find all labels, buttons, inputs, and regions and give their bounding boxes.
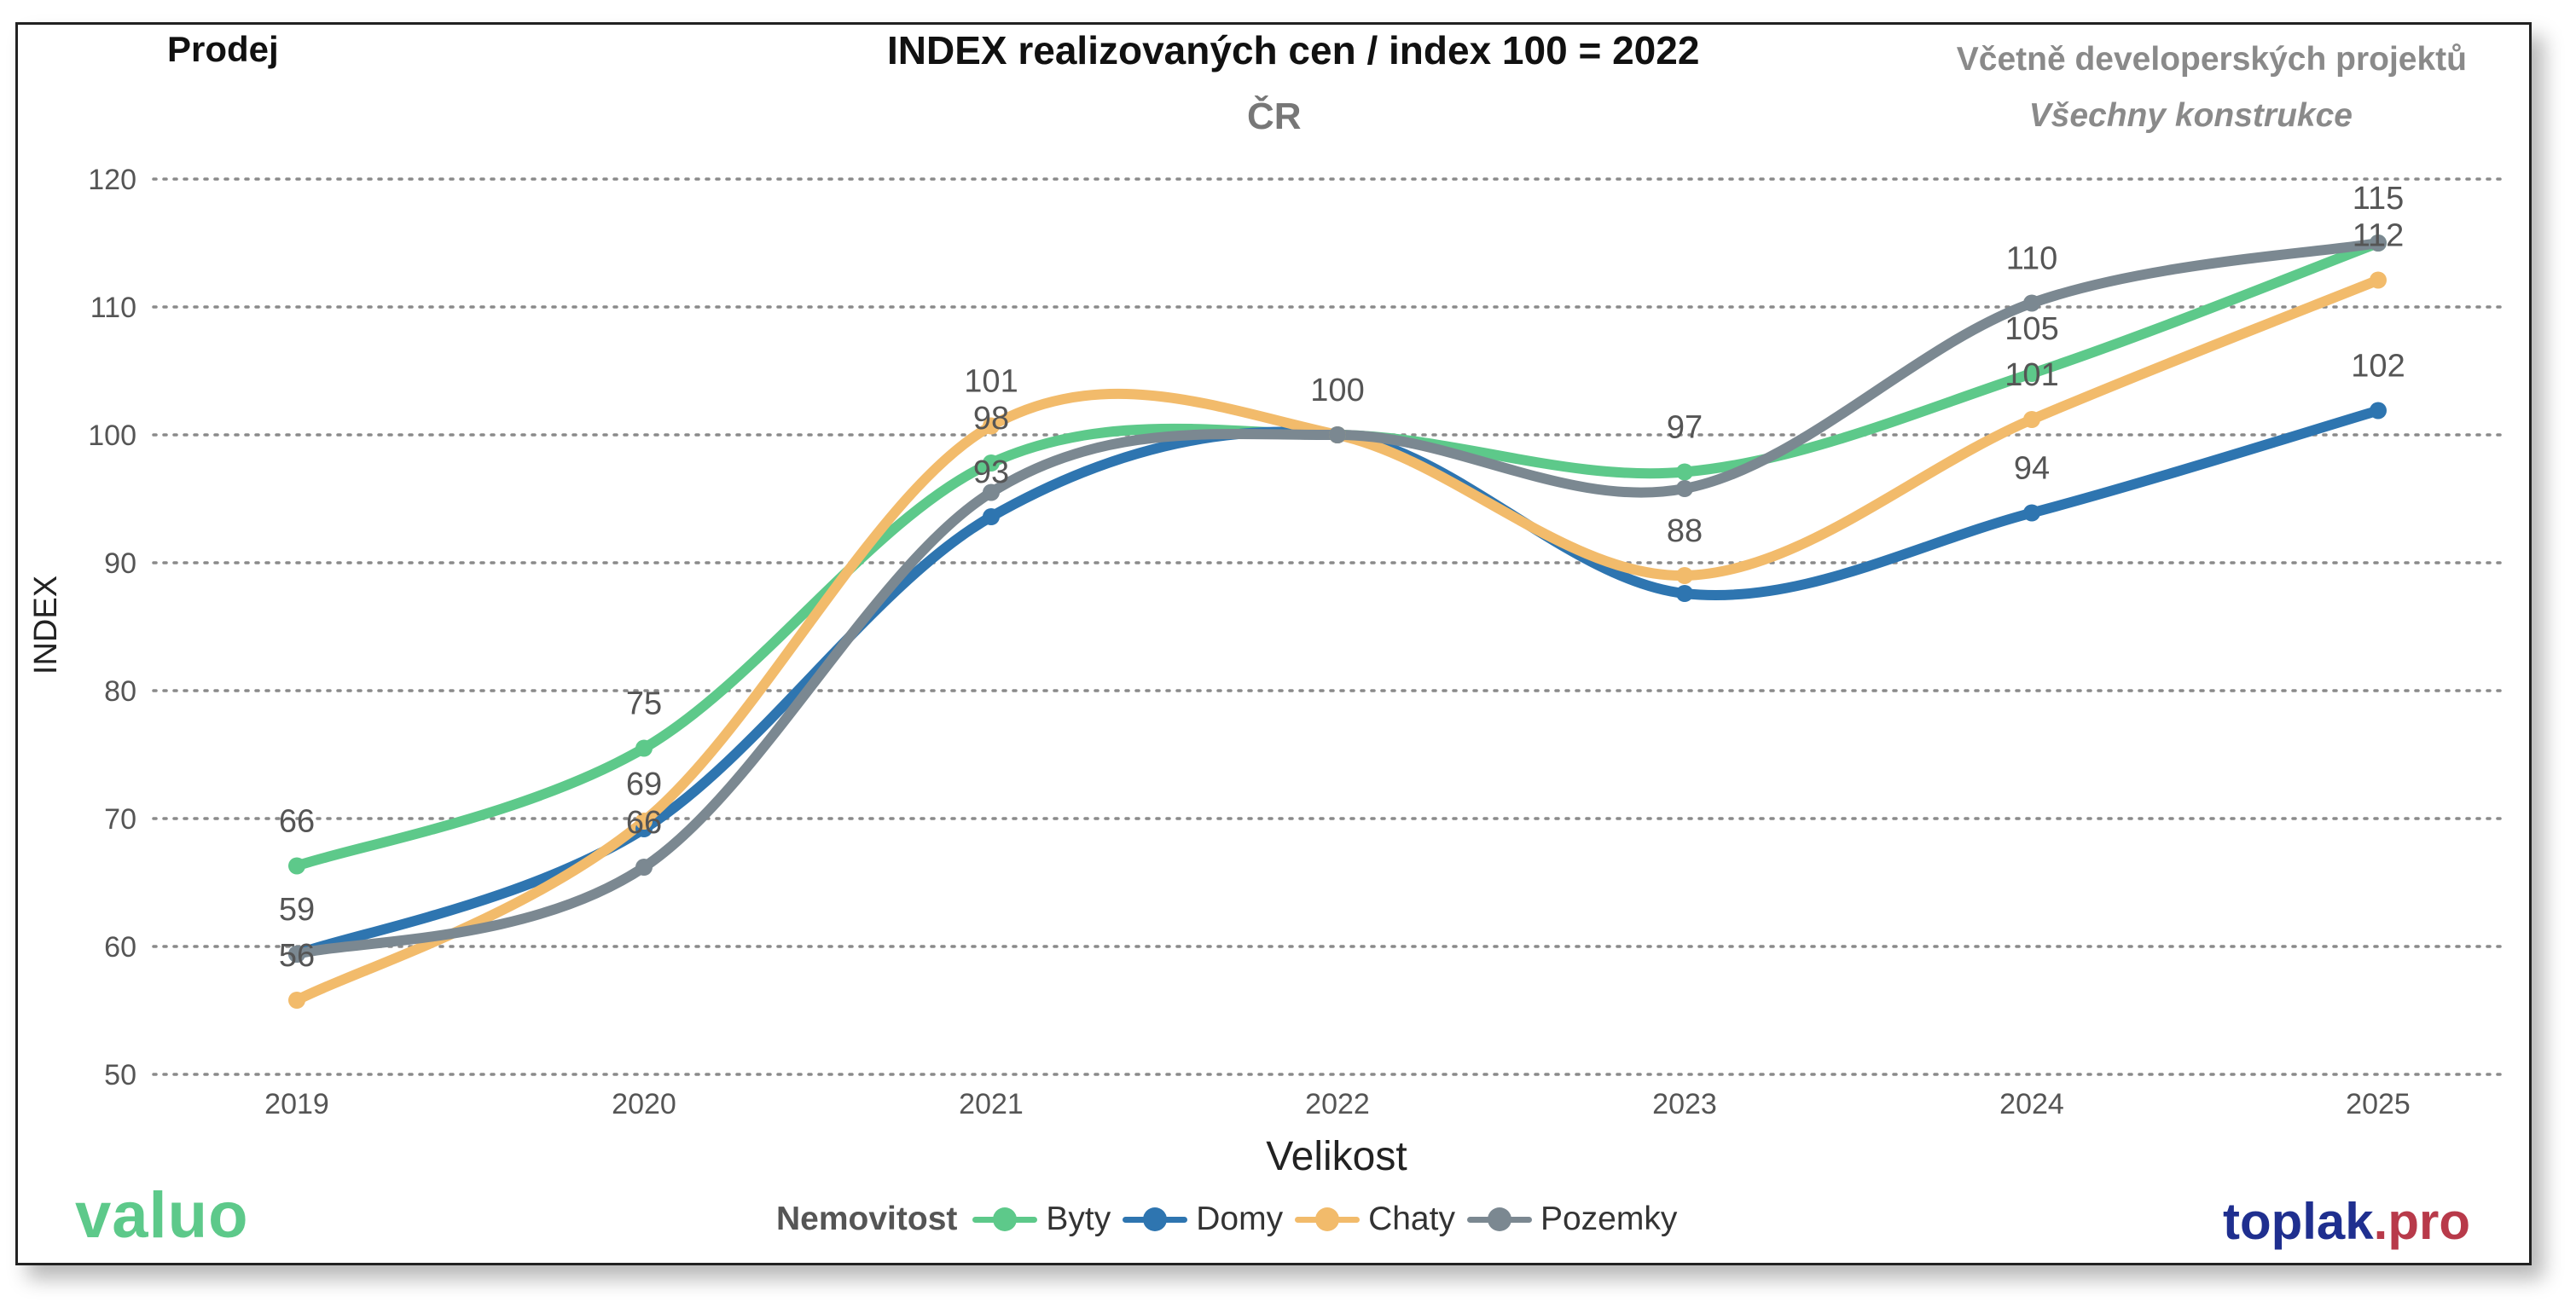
data-point-domy[interactable] [1676,585,1693,602]
legend-item-pozemky[interactable]: Pozemky [1466,1201,1678,1238]
y-tick-label: 50 [104,1059,136,1091]
data-point-chaty[interactable] [2370,271,2387,289]
legend-title: Nemovitost [776,1201,958,1237]
data-label-domy: 93 [973,454,1009,490]
series-lines [292,238,2383,1005]
data-point-byty[interactable] [2023,365,2040,382]
data-point-chaty[interactable] [635,813,653,830]
data-label-byty: 97 [1667,410,1703,446]
legend-item-domy[interactable]: Domy [1123,1201,1283,1238]
y-axis-label: INDEX [28,576,64,674]
x-tick-label: 2023 [1652,1088,1717,1120]
data-point-pozemky[interactable] [1329,426,1346,443]
data-label-byty: 75 [626,686,662,722]
data-point-pozemky[interactable] [288,946,305,963]
legend-label-chaty: Chaty [1368,1201,1455,1237]
x-tick-label: 2020 [612,1088,676,1120]
data-point-byty[interactable] [1676,463,1693,481]
data-point-pozemky[interactable] [635,859,653,876]
note-all-constructions: Všechny konstrukce [2028,97,2353,134]
series-line-byty [292,238,2383,871]
y-tick-label: 60 [104,931,136,964]
x-tick-label: 2022 [1305,1088,1370,1120]
series-line-domy [292,405,2383,959]
data-point-byty[interactable] [983,454,1000,472]
data-point-byty[interactable] [635,739,653,757]
data-label-byty: 105 [2005,311,2058,347]
data-point-chaty[interactable] [288,992,305,1009]
grid-lines [152,177,2505,1076]
x-tick-labels: 2019 2020 2021 2022 2023 2024 2025 [264,1088,2411,1120]
note-developer-projects: Včetně developerských projektů [1956,41,2467,78]
data-point-domy[interactable] [2370,402,2387,420]
data-label-pozemky: 110 [2006,241,2058,277]
y-tick-labels: 50 60 70 80 90 100 110 120 [88,164,136,1091]
data-point-domy[interactable] [2023,504,2040,522]
toplak-logo-main: toplak [2222,1193,2374,1250]
data-point-pozemky[interactable] [983,483,1000,501]
valuo-logo: valuo [75,1179,249,1252]
data-point-domy[interactable] [983,508,1000,525]
legend-swatch-pozemky [1466,1204,1532,1235]
chart-subtitle: ČR [1247,95,1302,137]
legend-label-pozemky: Pozemky [1540,1201,1678,1237]
legend-swatch-byty [972,1204,1038,1235]
data-label-chaty: 112 [2353,218,2405,254]
data-label-chaty: 101 [964,364,1018,400]
data-label-byty: 98 [973,401,1009,437]
y-tick-label: 110 [90,292,136,324]
toplak-logo-suffix: .pro [2373,1193,2470,1250]
chart-title: INDEX realizovaných cen / index 100 = 20… [887,28,1700,72]
data-labels: 66 75 98 97 105 59 69 93 94 102 56 101 88 101 112 66 100… [279,181,2405,974]
y-tick-label: 70 [104,803,136,836]
data-point-byty[interactable] [288,857,305,875]
legend-item-byty[interactable]: Byty [972,1201,1111,1238]
x-axis-label: Velikost [1266,1134,1407,1179]
legend-item-chaty[interactable]: Chaty [1295,1201,1455,1238]
legend-label-domy: Domy [1196,1201,1284,1237]
legend-swatch-domy [1123,1204,1188,1235]
legend-swatch-chaty [1295,1204,1361,1235]
data-point-pozemky[interactable] [1676,480,1693,497]
data-label-domy: 102 [2351,349,2405,385]
toplak-logo: toplak.pro [2223,1192,2470,1251]
x-tick-label: 2019 [264,1088,329,1120]
data-label-byty: 66 [279,804,315,840]
data-label-pozemky: 66 [626,805,662,841]
data-label-pozemky: 115 [2353,181,2405,217]
data-point-chaty[interactable] [1676,567,1693,584]
data-label-domy: 94 [2014,451,2050,487]
data-point-chaty[interactable] [983,417,1000,435]
data-point-pozemky[interactable] [2023,294,2040,312]
sale-type-label: Prodej [167,29,279,69]
legend: Nemovitost Byty Domy Chaty Pozemky [776,1197,1689,1241]
x-tick-label: 2024 [1999,1088,2064,1120]
y-tick-label: 120 [88,164,136,196]
x-tick-label: 2025 [2346,1088,2411,1120]
data-label-domy: 69 [626,767,662,802]
legend-label-byty: Byty [1046,1201,1111,1237]
data-point-chaty[interactable] [2023,411,2040,428]
y-tick-label: 80 [104,675,136,708]
data-label-domy: 59 [279,892,315,928]
series-points [288,234,2387,1009]
x-tick-label: 2021 [959,1088,1024,1120]
chart-frame [15,22,2532,1265]
data-label-pozemky: 100 [1310,373,1364,408]
y-tick-label: 100 [88,420,136,452]
data-label-chaty: 88 [1667,513,1703,549]
data-point-pozemky[interactable] [2370,234,2387,252]
data-label-chaty: 56 [279,938,315,974]
data-label-chaty: 101 [2005,357,2058,393]
y-tick-label: 90 [104,547,136,580]
